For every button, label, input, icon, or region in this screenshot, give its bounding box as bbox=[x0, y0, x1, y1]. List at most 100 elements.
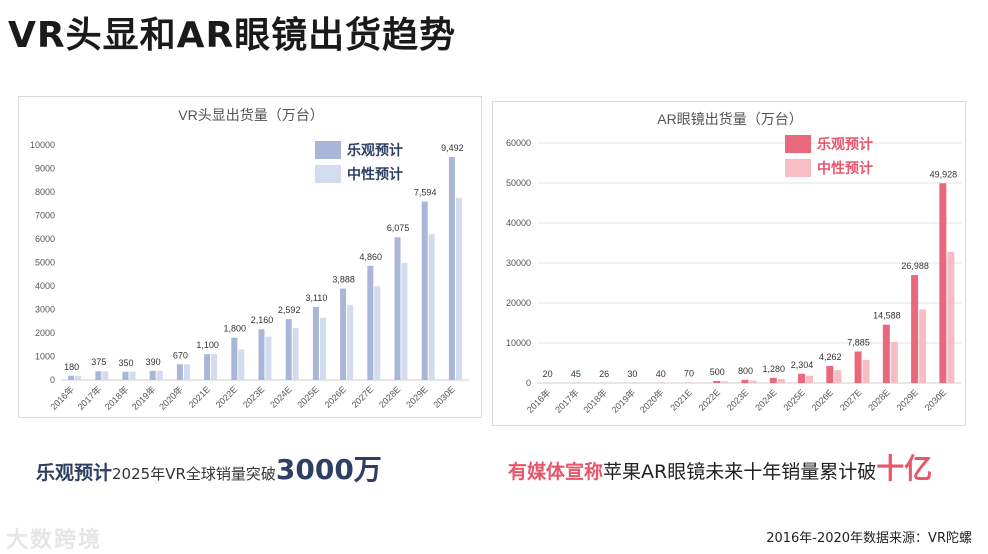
watermark-logo: 大数跨境 bbox=[6, 528, 103, 553]
bar-14-optimistic bbox=[911, 275, 919, 383]
x-tick-label: 2018年 bbox=[102, 384, 130, 412]
vr-caption-highlight: 乐观预计 bbox=[36, 462, 113, 484]
bar-2-neutral bbox=[102, 371, 109, 380]
x-tick-label: 2029E bbox=[895, 387, 920, 412]
bar-6-neutral bbox=[211, 354, 218, 380]
ar-forecast-caption: 有媒体宣称苹果AR眼镜未来十年销量累计破十亿 bbox=[508, 447, 932, 487]
bar-7-optimistic bbox=[231, 337, 238, 380]
data-label: 26,988 bbox=[901, 261, 929, 271]
data-label: 180 bbox=[64, 362, 79, 372]
legend-label: 乐观预计 bbox=[817, 136, 873, 152]
x-tick-label: 2026E bbox=[323, 384, 348, 409]
x-tick-label: 2017年 bbox=[75, 384, 103, 412]
bar-4-optimistic bbox=[149, 370, 156, 380]
legend-swatch-2 bbox=[785, 159, 811, 177]
x-tick-label: 2021E bbox=[187, 384, 212, 409]
data-label: 9,492 bbox=[441, 143, 464, 153]
ar-caption-number: 十亿 bbox=[876, 452, 933, 485]
bar-10-optimistic bbox=[312, 306, 319, 380]
y-tick-label: 0 bbox=[50, 375, 55, 385]
y-tick-label: 7000 bbox=[35, 211, 55, 221]
y-tick-label: 10000 bbox=[506, 338, 531, 348]
x-tick-label: 2019年 bbox=[609, 387, 637, 415]
bar-8-neutral bbox=[265, 336, 272, 380]
bar-9-neutral bbox=[292, 327, 299, 380]
bar-7-neutral bbox=[238, 349, 245, 380]
x-tick-label: 2028E bbox=[377, 384, 402, 409]
bar-11-neutral bbox=[347, 304, 354, 380]
y-tick-label: 6000 bbox=[35, 234, 55, 244]
y-tick-label: 50000 bbox=[506, 178, 531, 188]
ar-shipment-chart: AR眼镜出货量（万台） 0 10000 20000 30000 40000 50000 600… bbox=[506, 111, 961, 415]
x-tick-label: 2028E bbox=[866, 387, 891, 412]
data-label: 4,262 bbox=[819, 352, 842, 362]
data-label: 4,860 bbox=[360, 252, 383, 262]
data-label: 3,110 bbox=[305, 293, 327, 303]
bar-12-neutral bbox=[374, 286, 381, 380]
data-label: 1,280 bbox=[763, 364, 786, 374]
x-tick-label: 2024E bbox=[268, 384, 293, 409]
bar-1-optimistic bbox=[68, 375, 75, 380]
ar-caption-highlight: 有媒体宣称 bbox=[508, 461, 604, 483]
x-tick-label: 2017年 bbox=[553, 387, 581, 415]
legend-swatch-1 bbox=[785, 135, 811, 153]
bar-14-neutral bbox=[919, 309, 927, 383]
ar-caption-text: 苹果AR眼镜未来十年销量累计破 bbox=[603, 461, 877, 483]
vr-shipment-chart: VR头显出货量（万台） 0 1000 2000 3000 4000 5000 6000 7000… bbox=[30, 107, 469, 412]
x-tick-label: 2029E bbox=[404, 384, 429, 409]
bar-12-optimistic bbox=[367, 265, 374, 380]
x-tick-label: 2022E bbox=[697, 387, 722, 412]
data-source-note: 2016年-2020年数据来源：VR陀螺 bbox=[766, 531, 972, 546]
data-label: 26 bbox=[599, 369, 609, 379]
data-label: 375 bbox=[91, 357, 106, 367]
data-label: 500 bbox=[710, 367, 725, 377]
x-tick-label: 2016年 bbox=[48, 384, 76, 412]
data-label: 7,885 bbox=[847, 337, 870, 347]
x-tick-label: 2027E bbox=[838, 387, 863, 412]
data-label: 70 bbox=[684, 369, 694, 379]
data-label: 2,304 bbox=[791, 360, 814, 370]
x-tick-label: 2025E bbox=[295, 384, 320, 409]
bar-15-neutral bbox=[455, 197, 462, 380]
y-tick-label: 4000 bbox=[35, 281, 55, 291]
data-label: 3,888 bbox=[332, 275, 355, 285]
data-label: 800 bbox=[738, 366, 753, 376]
x-tick-label: 2019年 bbox=[129, 384, 157, 412]
data-label: 1,800 bbox=[224, 324, 247, 334]
bar-11-optimistic bbox=[340, 288, 347, 380]
bar-13-neutral bbox=[890, 341, 898, 383]
y-tick-label: 0 bbox=[526, 378, 531, 388]
legend-label: 中性预计 bbox=[347, 166, 403, 182]
x-tick-label: 2020年 bbox=[157, 384, 185, 412]
bar-10-neutral bbox=[806, 375, 814, 383]
bar-7-optimistic bbox=[713, 381, 721, 383]
bar-13-optimistic bbox=[882, 324, 890, 383]
bar-8-optimistic bbox=[741, 379, 749, 383]
data-label: 49,928 bbox=[930, 169, 958, 179]
y-tick-label: 8000 bbox=[35, 187, 55, 197]
x-tick-label: 2030E bbox=[923, 387, 948, 412]
bar-1-neutral bbox=[75, 375, 82, 380]
data-label: 670 bbox=[173, 350, 188, 360]
x-tick-label: 2027E bbox=[350, 384, 375, 409]
data-label: 14,588 bbox=[873, 311, 901, 321]
bar-10-optimistic bbox=[798, 373, 806, 383]
bar-11-optimistic bbox=[826, 365, 834, 383]
data-label: 390 bbox=[146, 357, 161, 367]
bar-9-neutral bbox=[777, 379, 785, 383]
vr-caption-number: 3000万 bbox=[275, 453, 382, 486]
bar-6-optimistic bbox=[204, 354, 211, 380]
data-label: 7,594 bbox=[414, 188, 437, 198]
data-label: 20 bbox=[543, 369, 553, 379]
x-tick-label: 2018年 bbox=[581, 387, 609, 415]
bar-2-optimistic bbox=[95, 371, 102, 380]
x-tick-label: 2020年 bbox=[637, 387, 665, 415]
x-tick-label: 2030E bbox=[431, 384, 456, 409]
legend-label: 乐观预计 bbox=[347, 142, 403, 158]
bar-5-optimistic bbox=[176, 364, 183, 380]
vr-chart-panel: VR头显出货量（万台） 0 1000 2000 3000 4000 5000 6000 7000… bbox=[18, 96, 482, 418]
y-tick-label: 60000 bbox=[506, 138, 531, 148]
x-tick-label: 2023E bbox=[725, 387, 750, 412]
bar-4-neutral bbox=[156, 370, 163, 380]
bar-8-optimistic bbox=[258, 329, 265, 380]
